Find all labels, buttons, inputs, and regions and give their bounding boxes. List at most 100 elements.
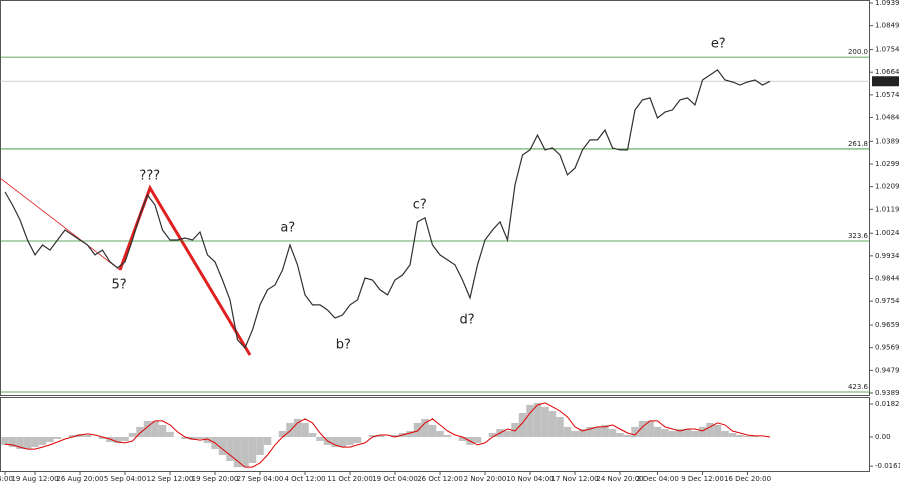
x-tick-label: 16 Dec 20:00 xyxy=(724,475,771,483)
histogram-bar xyxy=(518,412,527,437)
wave-label: a? xyxy=(280,220,295,235)
histogram-bar xyxy=(53,436,62,439)
y-tick-label: 0.00 xyxy=(875,433,891,441)
y-tick-label: 1.0209 xyxy=(875,183,900,191)
histogram-bar xyxy=(166,431,174,437)
histogram-bar xyxy=(406,431,414,437)
histogram-bar xyxy=(286,422,294,437)
histogram-bar xyxy=(241,436,249,468)
y-tick-label: 1.0754 xyxy=(875,46,900,54)
histogram-bar xyxy=(661,429,669,437)
histogram-bar xyxy=(98,436,107,439)
wave-label: e? xyxy=(711,37,726,52)
y-tick-label: 0.9389 xyxy=(875,389,900,397)
histogram-bar xyxy=(428,424,437,437)
histogram-bar xyxy=(728,433,737,437)
histogram-bar xyxy=(548,410,557,437)
y-tick-label: 0.9659 xyxy=(875,321,900,329)
histogram-bar xyxy=(751,435,759,437)
x-tick-label: 12 Sep 12:00 xyxy=(147,475,194,483)
histogram-bar xyxy=(68,435,77,437)
histogram-bar xyxy=(233,436,242,468)
wave-label: d? xyxy=(459,313,474,328)
histogram-bar xyxy=(121,436,129,441)
histogram-bar xyxy=(511,422,519,437)
y-tick-label: -0.01615 xyxy=(875,462,900,470)
x-tick-label: 19 Aug 12:00 xyxy=(11,475,58,483)
x-tick-label: 26 Aug 20:00 xyxy=(56,475,103,483)
histogram-bar xyxy=(698,426,707,437)
histogram-bar xyxy=(1,436,9,445)
y-tick-label: 0.01829 xyxy=(875,400,900,408)
current-price-label: 1.0628 xyxy=(874,77,899,85)
histogram-bar xyxy=(158,424,167,437)
histogram-bar xyxy=(721,431,729,437)
y-tick-label: 1.0299 xyxy=(875,160,900,168)
histogram-bar xyxy=(346,436,354,445)
price-line xyxy=(4,69,771,349)
histogram-bar xyxy=(653,426,662,437)
histogram-bar xyxy=(623,435,632,437)
wave-line xyxy=(118,184,252,356)
histogram-bar xyxy=(248,436,257,463)
histogram-bar xyxy=(526,404,534,437)
y-tick-label: 1.0849 xyxy=(875,22,900,30)
histogram-bar xyxy=(256,436,264,456)
histogram-bar xyxy=(391,435,399,437)
histogram-bar xyxy=(16,436,24,450)
histogram-bar xyxy=(631,426,639,437)
histogram-bar xyxy=(203,436,212,443)
y-tick-label: 0.9569 xyxy=(875,344,900,352)
histogram-bar xyxy=(706,422,714,437)
y-tick-label: 1.0024 xyxy=(875,229,900,237)
x-tick-label: 4:00 xyxy=(0,475,13,483)
histogram-bar xyxy=(218,436,227,456)
level-label: 423.6 xyxy=(848,383,869,391)
y-tick-label: 1.0664 xyxy=(875,68,900,76)
histogram-bar xyxy=(31,436,39,448)
histogram-bar xyxy=(376,435,384,437)
histogram-bar xyxy=(578,429,587,437)
histogram-bar xyxy=(541,406,549,437)
histogram-bar xyxy=(616,433,624,437)
histogram-bar xyxy=(226,436,234,461)
histogram-bar xyxy=(181,436,189,439)
histogram-bar xyxy=(488,433,497,437)
x-tick-label: 26 Oct 12:00 xyxy=(417,475,463,483)
histogram-bar xyxy=(196,436,204,439)
histogram-bar xyxy=(353,436,362,443)
wave-label: ??? xyxy=(139,168,160,183)
level-label: 261.8 xyxy=(848,140,868,148)
histogram-bar xyxy=(743,435,752,437)
x-tick-label: 5 Sep 04:00 xyxy=(104,475,146,483)
histogram-bar xyxy=(676,429,684,437)
histogram-bar xyxy=(128,433,137,437)
wave-label: 5? xyxy=(111,278,126,293)
histogram-bar xyxy=(683,429,692,437)
histogram-bar xyxy=(38,436,47,445)
histogram-bar xyxy=(368,435,377,437)
y-tick-label: 1.0939 xyxy=(875,0,900,7)
histogram-bar xyxy=(443,435,452,437)
histogram-bar xyxy=(278,431,287,437)
current-price-box xyxy=(872,76,899,87)
histogram-bar xyxy=(586,426,594,437)
histogram-bar xyxy=(308,433,317,437)
histogram-bar xyxy=(646,420,654,437)
histogram-bar xyxy=(691,431,699,437)
x-tick-label: 2 Dec 04:00 xyxy=(636,475,679,483)
histogram-bar xyxy=(563,426,572,437)
histogram-bar xyxy=(143,420,152,437)
histogram-bar xyxy=(263,436,272,445)
y-tick-label: 1.0484 xyxy=(875,113,900,121)
wave-label: b? xyxy=(336,337,351,352)
x-tick-label: 4 Oct 12:00 xyxy=(284,475,325,483)
x-tick-label: 10 Nov 04:00 xyxy=(506,475,553,483)
histogram-bar xyxy=(413,422,422,437)
histogram-bar xyxy=(601,424,609,437)
histogram-bar xyxy=(473,436,482,443)
histogram-bar xyxy=(316,436,324,441)
histogram-bar xyxy=(533,402,542,437)
wave-label: c? xyxy=(413,198,427,213)
histogram-bar xyxy=(556,416,564,437)
